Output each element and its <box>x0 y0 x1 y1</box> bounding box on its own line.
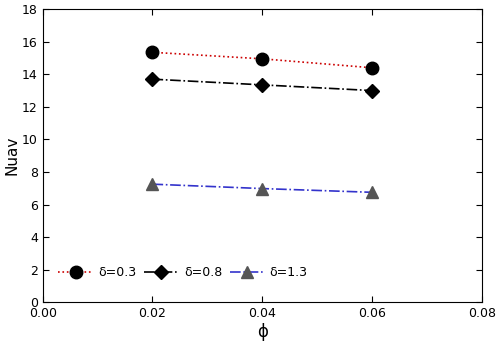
Y-axis label: Nuav: Nuav <box>4 136 19 175</box>
X-axis label: ϕ: ϕ <box>257 323 268 341</box>
Legend: δ=0.3, δ=0.8, δ=1.3: δ=0.3, δ=0.8, δ=1.3 <box>54 261 312 284</box>
